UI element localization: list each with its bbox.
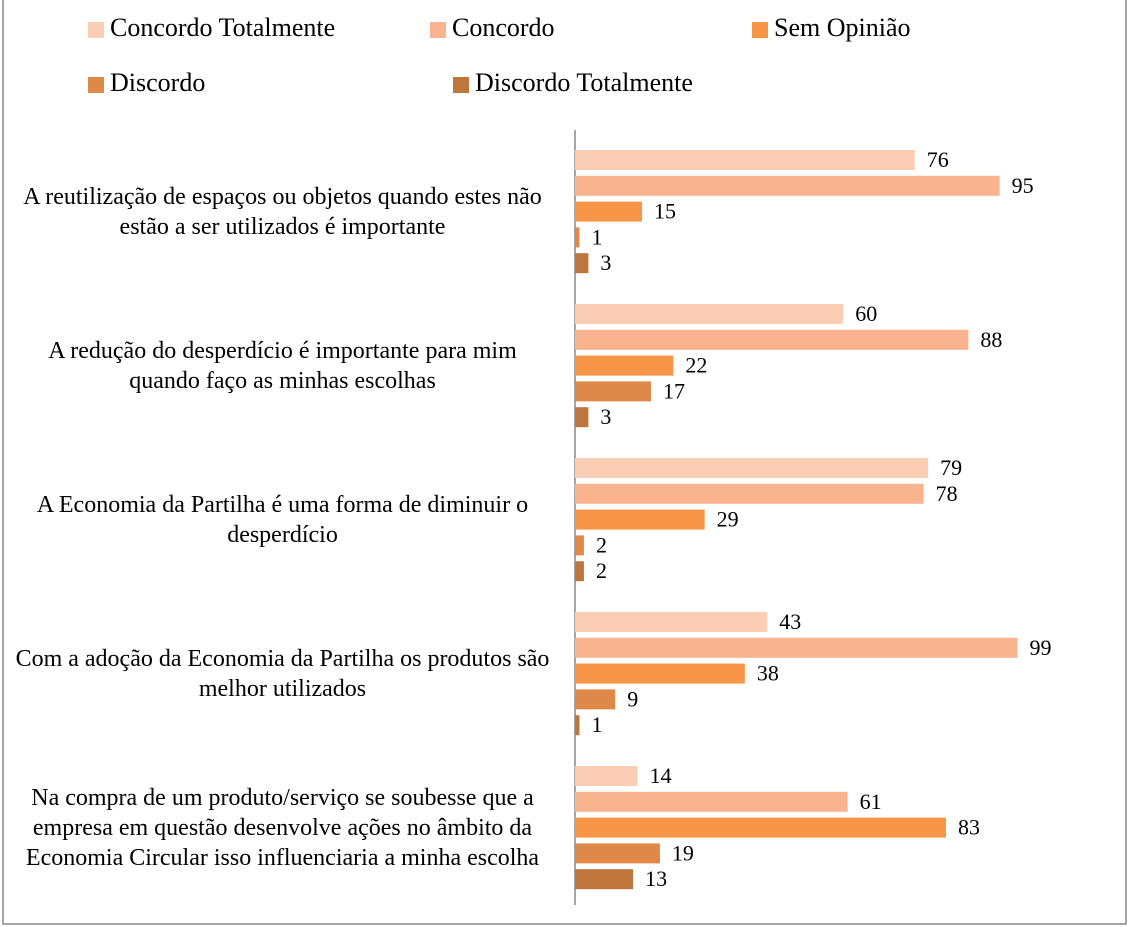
category-label: Na compra de um produto/serviço se soube… (25, 784, 540, 871)
bar (575, 483, 924, 504)
data-label: 29 (717, 507, 739, 532)
bar (575, 407, 589, 428)
data-label: 99 (1030, 635, 1052, 660)
category-label: A reutilização de espaços ou objetos qua… (23, 183, 542, 240)
data-label: 17 (663, 378, 685, 403)
data-label: 22 (685, 353, 707, 378)
data-label: 83 (958, 815, 980, 840)
data-label: 38 (757, 661, 779, 686)
data-label: 95 (1012, 173, 1034, 198)
bar (575, 253, 589, 274)
bar (575, 663, 745, 684)
bar (575, 355, 674, 376)
data-label: 61 (860, 789, 882, 814)
category-label: Com a adoção da Economia da Partilha os … (15, 645, 550, 702)
data-label: 13 (645, 866, 667, 891)
data-label: 15 (654, 199, 676, 224)
bar (575, 637, 1018, 658)
bar (575, 612, 768, 632)
bar (575, 869, 634, 890)
data-label: 3 (600, 250, 611, 275)
category-label: A Economia da Partilha é uma forma de di… (36, 491, 529, 548)
data-label: 2 (596, 532, 607, 557)
data-label: 1 (591, 712, 602, 737)
data-label: 19 (672, 840, 694, 865)
data-label: 1 (591, 224, 602, 249)
legend-label: Discordo Totalmente (475, 68, 693, 97)
bar (575, 843, 660, 864)
legend-swatch (88, 77, 104, 93)
legend-swatch (88, 22, 104, 38)
bar (575, 175, 1000, 196)
category-label: A redução do desperdício é importante pa… (48, 337, 517, 394)
bar (575, 227, 580, 248)
bar (575, 561, 584, 582)
bar (575, 817, 947, 838)
legend-label: Concordo (452, 13, 555, 42)
data-label: 88 (980, 327, 1002, 352)
bar (575, 689, 616, 710)
bar (575, 715, 580, 736)
data-label: 3 (600, 404, 611, 429)
data-label: 14 (650, 763, 672, 788)
bar (575, 458, 929, 478)
bar (575, 150, 915, 170)
data-label: 9 (627, 686, 638, 711)
legend-label: Discordo (110, 68, 205, 97)
bar (575, 201, 643, 222)
legend-swatch (453, 77, 469, 93)
bar (575, 535, 584, 556)
bar (575, 304, 844, 324)
bar (575, 509, 705, 530)
data-label: 60 (855, 301, 877, 326)
legend-swatch (752, 22, 768, 38)
data-label: 2 (596, 558, 607, 583)
bar (575, 381, 651, 402)
bar (575, 766, 638, 786)
legend-label: Concordo Totalmente (110, 13, 335, 42)
bar (575, 791, 848, 812)
legend-swatch (430, 22, 446, 38)
bar (575, 329, 969, 350)
data-label: 76 (927, 147, 949, 172)
data-label: 43 (779, 609, 801, 634)
legend-label: Sem Opinião (774, 13, 911, 42)
data-label: 79 (940, 455, 962, 480)
data-label: 78 (936, 481, 958, 506)
